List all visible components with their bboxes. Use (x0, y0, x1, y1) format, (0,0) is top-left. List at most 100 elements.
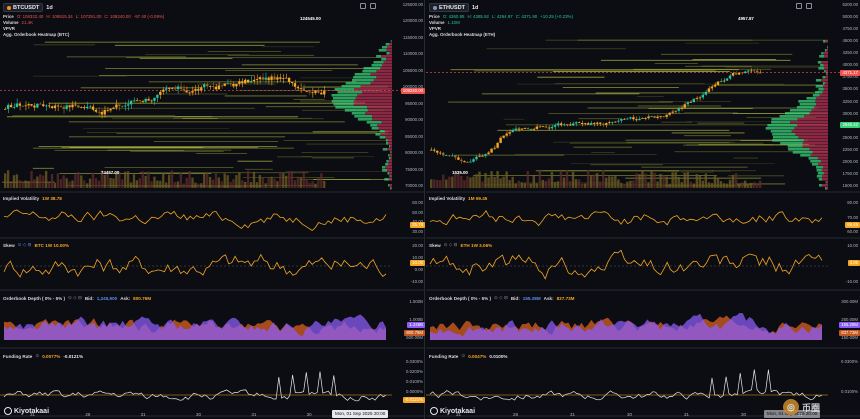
vpvr-bar-sell (819, 94, 828, 97)
volume-bar (556, 181, 560, 188)
vpvr-bar-buy (818, 67, 825, 70)
volume-bar (454, 173, 457, 188)
candle-body (314, 90, 317, 93)
vpvr-bar-buy (363, 67, 381, 70)
eth-symbol-selector[interactable]: ETHUSDT (429, 3, 469, 12)
candle-body (173, 88, 177, 90)
volume-bar (258, 175, 261, 188)
vpvr-bar-buy (823, 40, 826, 43)
vpvr-bar-sell (388, 163, 392, 166)
candle-body (18, 103, 21, 106)
candle-body (205, 84, 209, 87)
fullscreen-icon[interactable] (806, 3, 812, 9)
price-axis-tick: 4750.00 (842, 26, 858, 32)
watermark-logo-icon: ◎ (782, 399, 799, 415)
vpvr-bar-sell (822, 175, 828, 178)
volume-bar (182, 183, 185, 188)
eth-funding-pane-title: Funding Rate ⊙ 0.0047% 0.0100% (429, 353, 508, 359)
vpvr-bar-buy (770, 130, 792, 133)
volume-bar (302, 171, 305, 188)
eth-price-axis[interactable]: 5200.00 5000.00 4750.00 4500.00 4250.00 4000.… (830, 0, 860, 419)
candle-body (611, 121, 614, 123)
candle-body (541, 126, 545, 128)
volume-bar (580, 183, 584, 188)
vpvr-bar-sell (386, 58, 392, 61)
vpvr-bar-sell (389, 154, 392, 157)
volume-bar (611, 176, 614, 188)
skew-settings-icon[interactable]: ⊙ ◇ ⊟ (17, 242, 32, 247)
vpvr-bar-buy (808, 157, 818, 160)
candle-body (737, 72, 741, 75)
vpvr-bar-sell (391, 40, 392, 43)
volume-bar (746, 183, 750, 188)
candle-body (71, 104, 74, 108)
volume-bar (150, 181, 153, 188)
volume-bar (33, 179, 36, 188)
candle-body (97, 111, 100, 113)
price-axis-tick: 4500.00 (842, 38, 858, 44)
vpvr-bar-buy (357, 118, 372, 121)
volume-bar (59, 179, 62, 188)
vpvr-bar-sell (797, 118, 828, 121)
volume-bar (743, 180, 747, 188)
candle-body (617, 120, 620, 122)
time-axis-tick: 30 (627, 412, 633, 417)
volume-bar (296, 176, 300, 188)
fullscreen-icon[interactable] (370, 3, 376, 9)
volume-bar (205, 173, 209, 188)
eth-low-annotation: 1535.00 (452, 170, 468, 175)
price-axis-tick: 3250.00 (842, 98, 858, 104)
vpvr-bar-sell (370, 73, 392, 76)
vpvr-bar-sell (384, 130, 392, 133)
funding-settings-icon[interactable]: ⊙ (35, 353, 40, 358)
volume-bar (21, 182, 24, 188)
volume-bar (737, 183, 741, 188)
btc-chart-panel[interactable]: BTCUSDT 1d Price O: 108332.40 H: 108915.… (0, 0, 425, 419)
candle-body (743, 71, 747, 74)
price-axis-tick: 75000.00 (405, 166, 423, 172)
volume-bar (755, 183, 759, 188)
candle-body (27, 104, 30, 106)
vpvr-bar-buy (818, 88, 824, 91)
volume-bar (478, 171, 481, 188)
price-axis-tick: 30.00 (412, 229, 423, 234)
volume-bar (487, 177, 490, 188)
candle-body (686, 102, 689, 105)
vpvr-bar-buy (386, 52, 390, 55)
vpvr-bar-sell (380, 55, 392, 58)
eth-chart-canvas[interactable] (426, 0, 860, 419)
eth-chart-panel[interactable]: ETHUSDT 1d Price O: 4360.95 H: 4385.92 L… (426, 0, 860, 419)
settings-icon[interactable] (360, 3, 366, 9)
volume-bar (493, 176, 496, 188)
candle-body (439, 152, 442, 154)
candle-body (150, 100, 153, 102)
price-axis-tick: 0.0000% (406, 389, 423, 394)
eth-timeframe[interactable]: 1d (471, 4, 479, 11)
price-axis-tick: 115000.00 (403, 34, 423, 40)
candle-body (746, 70, 750, 72)
volume-bar (722, 183, 726, 188)
price-axis-tick: 0.0300% (841, 359, 858, 364)
candle-body (589, 123, 593, 125)
candle-body (484, 154, 487, 157)
funding-settings-icon[interactable]: ⊙ (461, 353, 466, 358)
volume-bar (541, 179, 545, 188)
volume-bar (644, 173, 647, 188)
skew-settings-icon[interactable]: ⊙ ◇ ⊟ (443, 242, 458, 247)
candle-body (194, 89, 197, 91)
price-axis-tick: -10.00 (845, 279, 858, 284)
btc-price-axis[interactable]: 125000.00 120000.00 115000.00 110000.00 1050… (395, 0, 425, 419)
ob-settings-icon[interactable]: ⊙ ◇ ⊟ (68, 295, 82, 300)
settings-icon[interactable] (796, 3, 802, 9)
ob-settings-icon[interactable]: ⊙ ◇ ⊟ (494, 295, 508, 300)
vpvr-bar-buy (385, 163, 389, 166)
candle-body (88, 106, 92, 108)
btc-timeframe[interactable]: 1d (46, 4, 53, 11)
vpvr-bar-buy (816, 169, 822, 172)
btc-symbol-selector[interactable]: BTCUSDT (3, 3, 44, 12)
candle-body (526, 128, 529, 130)
volume-bar (311, 181, 314, 188)
price-axis-tick: 0.0200% (406, 369, 423, 374)
btc-chart-canvas[interactable] (0, 0, 425, 419)
candle-body (282, 78, 285, 79)
